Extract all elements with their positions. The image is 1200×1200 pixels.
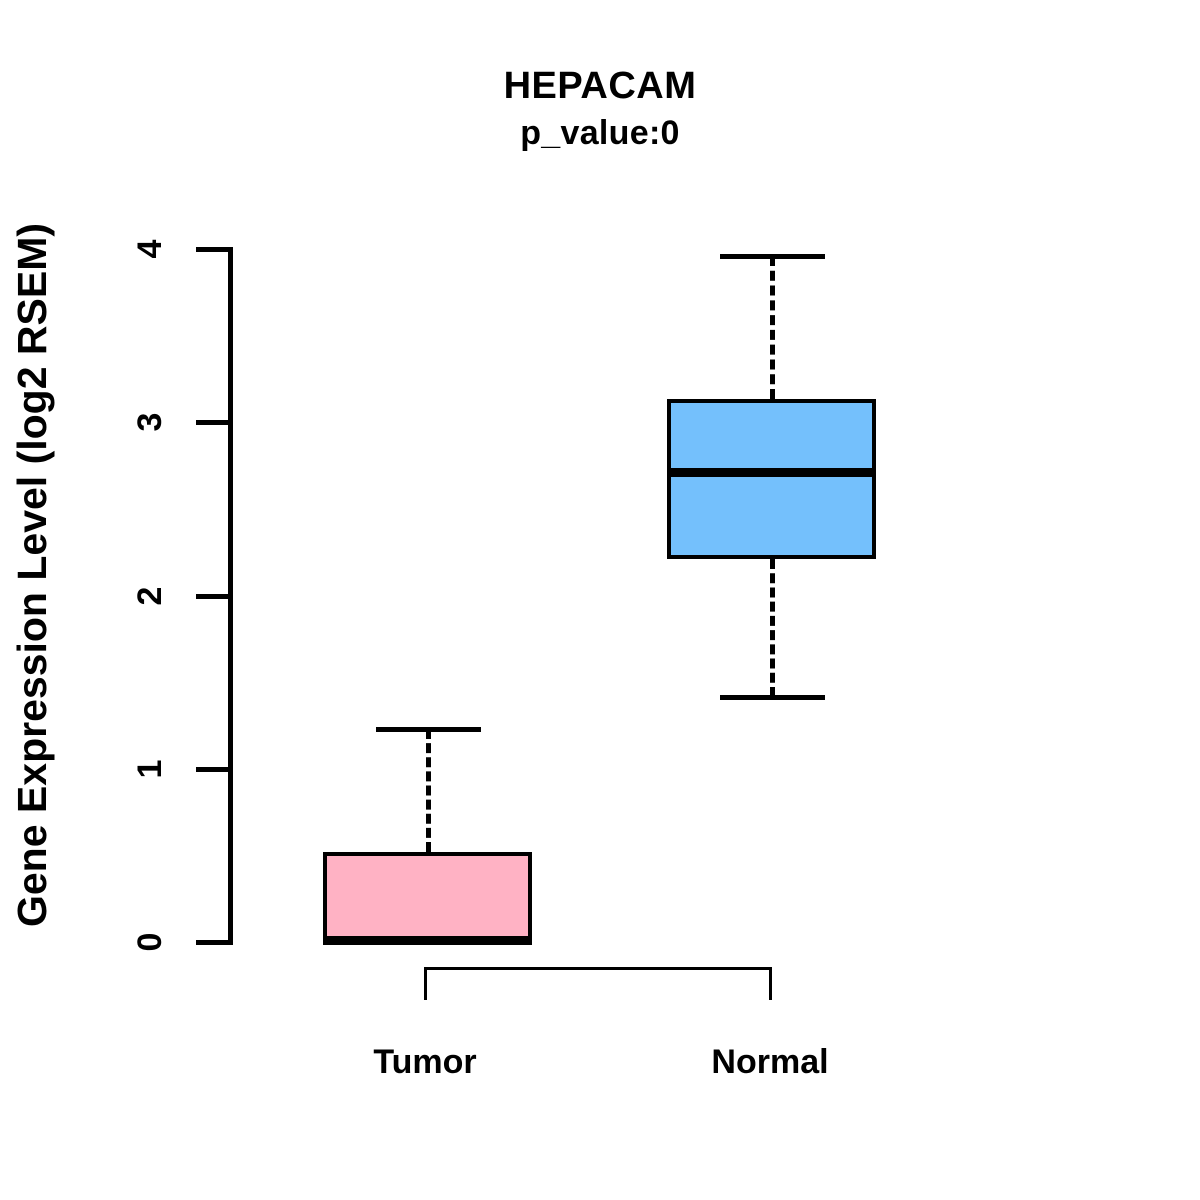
whisker-cap-upper-tumor [375,726,481,732]
y-tick-label-0: 0 [131,932,169,952]
x-tick-mark-normal [769,967,772,1000]
whisker-upper-normal [769,255,775,400]
whisker-upper-tumor [425,728,431,852]
x-tick-label-tumor: Tumor [373,1043,477,1081]
whisker-cap-lower-normal [719,695,825,701]
y-tick-label-2: 2 [131,586,169,606]
y-axis-title: Gene Expression Level (log2 RSEM) [9,222,55,928]
y-tick-mark-1 [196,767,229,772]
box-tumor[interactable] [323,851,532,940]
y-axis-spine [228,247,233,945]
x-tick-label-normal: Normal [711,1043,829,1081]
y-tick-mark-0 [196,940,229,945]
median-line-tumor [323,936,532,945]
y-tick-mark-2 [196,594,229,599]
y-tick-label-1: 1 [131,759,169,779]
whisker-lower-normal [769,558,775,698]
y-tick-mark-3 [196,420,229,425]
title-block: HEPACAM p_value:0 [0,62,1200,156]
y-tick-label-4: 4 [131,239,169,259]
whisker-cap-upper-normal [719,253,825,259]
chart-title: HEPACAM [503,65,697,107]
y-tick-mark-4 [196,247,229,252]
x-axis-spine [424,967,772,970]
chart-subtitle-pvalue: p_value:0 [520,114,680,152]
x-tick-mark-tumor [424,967,427,1000]
y-tick-label-3: 3 [131,412,169,432]
box-normal[interactable] [667,399,876,559]
median-line-normal [667,468,876,478]
